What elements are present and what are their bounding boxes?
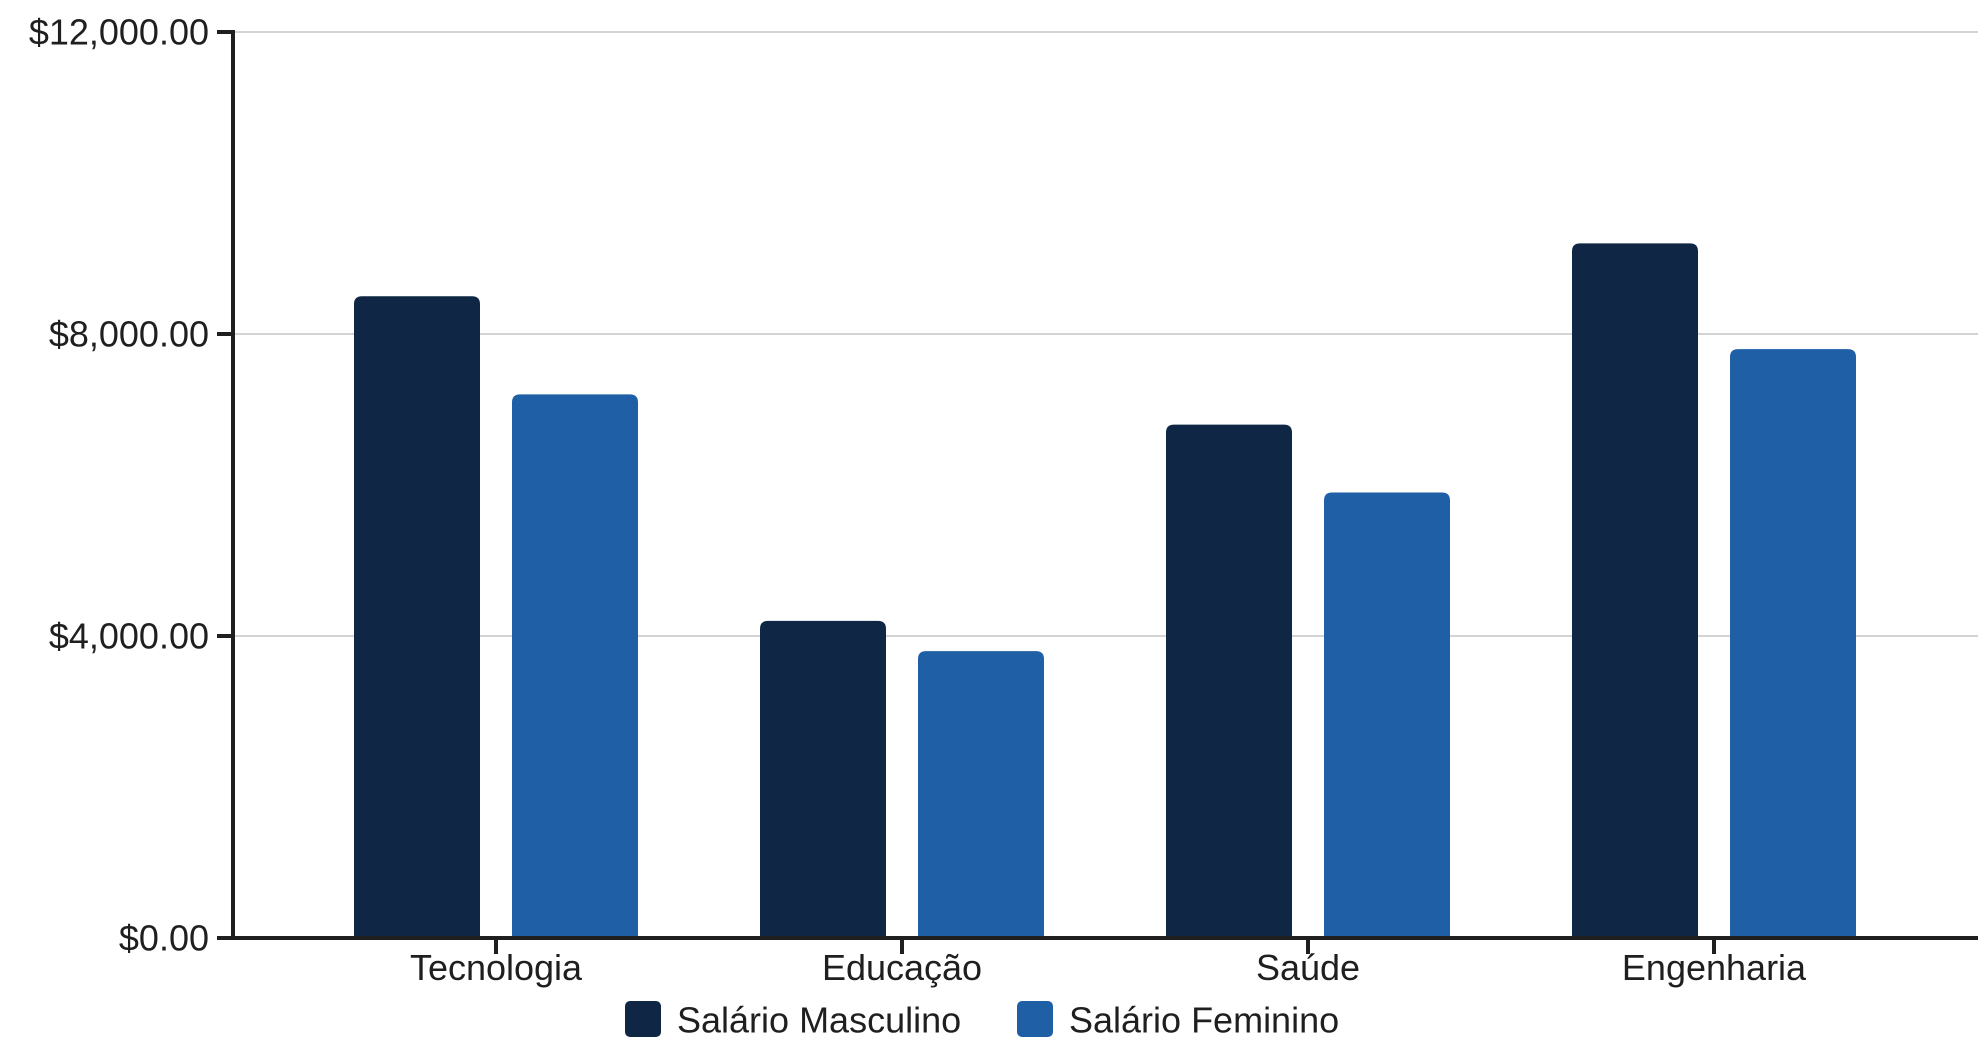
- x-tick-label: Engenharia: [1622, 947, 1807, 988]
- bar-engenharia-feminino: [1730, 349, 1856, 939]
- x-tick-label: Saúde: [1256, 947, 1360, 988]
- legend: Salário Masculino Salário Feminino: [625, 1000, 1339, 1039]
- x-tick-label: Tecnologia: [410, 947, 583, 988]
- legend-label-masculino: Salário Masculino: [677, 1000, 961, 1039]
- y-tick-label: $0.00: [119, 918, 209, 959]
- axes: [231, 30, 1978, 940]
- legend-swatch-masculino: [625, 1001, 661, 1037]
- bar-educacao-masculino: [760, 620, 886, 938]
- bar-tecnologia-feminino: [512, 394, 638, 938]
- gridlines: [233, 31, 1978, 637]
- bar-educacao-feminino: [918, 651, 1044, 938]
- x-tick-label: Educação: [822, 947, 982, 988]
- bar-saude-feminino: [1324, 492, 1450, 938]
- y-tick-label: $12,000.00: [29, 12, 209, 53]
- y-tick-label: $4,000.00: [49, 616, 209, 657]
- y-axis-ticks: $0.00 $4,000.00 $8,000.00 $12,000.00: [29, 12, 233, 959]
- bar-tecnologia-masculino: [354, 296, 480, 938]
- legend-label-feminino: Salário Feminino: [1069, 1000, 1339, 1039]
- bar-engenharia-masculino: [1572, 243, 1698, 938]
- bars: [354, 243, 1856, 939]
- legend-swatch-feminino: [1017, 1001, 1053, 1037]
- x-axis-ticks: Tecnologia Educação Saúde Engenharia: [410, 938, 1807, 988]
- y-tick-label: $8,000.00: [49, 314, 209, 355]
- bar-saude-masculino: [1166, 424, 1292, 939]
